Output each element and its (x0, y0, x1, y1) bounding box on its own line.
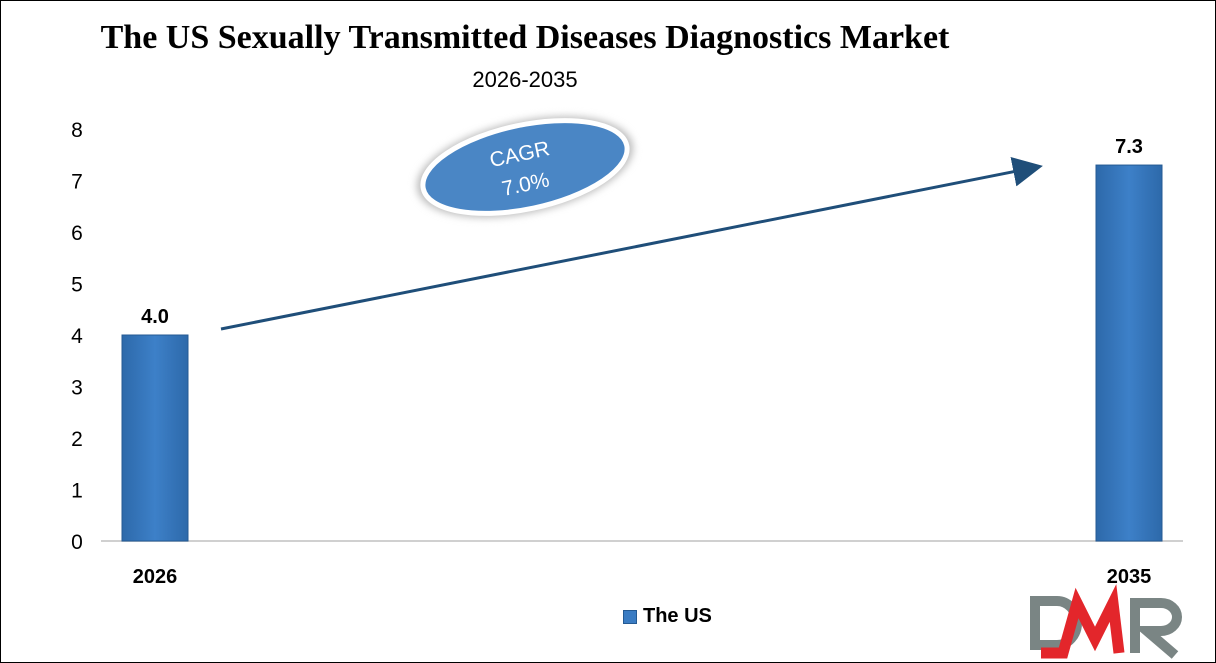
chart-title: The US Sexually Transmitted Diseases Dia… (100, 19, 950, 56)
y-tick-label: 0 (71, 531, 83, 554)
x-tick-label: 2035 (1107, 566, 1152, 588)
bar-2035 (1095, 164, 1163, 542)
y-tick-label: 7 (71, 171, 83, 194)
trend-arrow (220, 156, 1043, 331)
y-tick-label: 1 (71, 480, 83, 503)
y-tick-label: 2 (71, 428, 83, 451)
y-tick-label: 5 (71, 274, 83, 297)
legend-swatch (623, 609, 637, 624)
data-label: 4.0 (141, 306, 169, 328)
legend-label: The US (643, 605, 712, 627)
x-tick-label: 2026 (133, 566, 178, 588)
data-label: 7.3 (1115, 136, 1143, 158)
y-tick-label: 6 (71, 222, 83, 245)
y-tick-label: 3 (71, 377, 83, 400)
cagr-badge (416, 116, 634, 218)
y-tick-label: 8 (71, 119, 83, 142)
dmr-logo (1030, 584, 1182, 659)
bar-2026 (121, 334, 189, 542)
chart-subtitle: 2026-2035 (472, 67, 578, 92)
y-tick-label: 4 (71, 325, 83, 348)
legend: The US (623, 605, 712, 628)
